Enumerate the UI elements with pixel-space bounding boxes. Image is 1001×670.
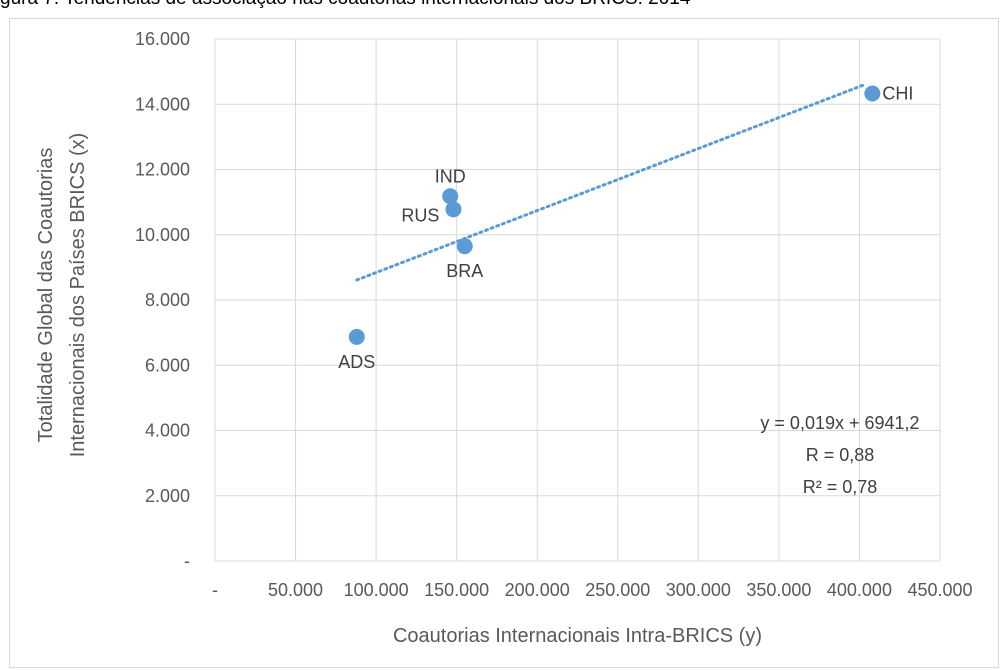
point-label-bra: BRA [446, 261, 483, 281]
y-tick-label: 4.000 [145, 421, 190, 441]
x-axis-ticks: - 50.000 100.000 150.000 200.000 250.000 300.0… [212, 580, 973, 600]
y-tick-label: 12.000 [135, 160, 190, 180]
data-point-ind [442, 188, 459, 205]
x-tick-label: 300.000 [666, 580, 731, 600]
y-tick-label: 6.000 [145, 355, 190, 375]
gridlines [214, 38, 941, 562]
trendline [355, 83, 865, 282]
x-tick-label: 250.000 [585, 580, 650, 600]
data-point-bra [456, 238, 473, 255]
data-point-chi [864, 85, 881, 102]
y-tick-label: - [184, 551, 190, 571]
data-points [348, 85, 881, 345]
y-tick-label: 14.000 [135, 94, 190, 114]
correlation-r-squared: R² = 0,78 [803, 477, 878, 497]
x-tick-label: 400.000 [827, 580, 892, 600]
point-label-rus: RUS [401, 205, 439, 225]
point-labels: ADS IND RUS BRA CHI [338, 83, 913, 371]
y-axis-ticks: - 2.000 4.000 6.000 8.000 10.000 12.000 14.000 1… [135, 29, 190, 571]
regression-equation: y = 0,019x + 6941,2 [760, 413, 919, 433]
figure-caption: gura 7. Tendências de associação nas coa… [0, 0, 1001, 10]
y-tick-label: 2.000 [145, 486, 190, 506]
y-tick-label: 16.000 [135, 29, 190, 49]
x-tick-label: 150.000 [424, 580, 489, 600]
y-axis-title-line-2: Internacionais dos Países BRICS (x) [67, 133, 89, 458]
x-tick-label: 100.000 [344, 580, 409, 600]
chart-area: - 2.000 4.000 6.000 8.000 10.000 12.000 14.000 1… [9, 18, 999, 668]
x-axis-title: Coautorias Internacionais Intra-BRICS (y… [393, 625, 762, 647]
point-label-ads: ADS [338, 352, 375, 372]
y-axis-title-line-1: Totalidade Global das Coautorias [35, 148, 57, 443]
x-tick-label: 50.000 [268, 580, 323, 600]
x-tick-label: 450.000 [907, 580, 972, 600]
regression-stats: y = 0,019x + 6941,2 R = 0,88 R² = 0,78 [760, 413, 919, 497]
y-tick-label: 8.000 [145, 290, 190, 310]
scatter-chart: - 2.000 4.000 6.000 8.000 10.000 12.000 14.000 1… [35, 29, 973, 647]
x-tick-label: 200.000 [505, 580, 570, 600]
correlation-r: R = 0,88 [806, 445, 875, 465]
data-point-ads [348, 328, 365, 345]
data-point-rus [445, 201, 462, 218]
y-axis-title: Totalidade Global das Coautorias Interna… [35, 133, 89, 458]
x-tick-label: - [212, 580, 218, 600]
y-tick-label: 10.000 [135, 225, 190, 245]
point-label-ind: IND [435, 166, 466, 186]
point-label-chi: CHI [882, 83, 913, 103]
x-tick-label: 350.000 [746, 580, 811, 600]
